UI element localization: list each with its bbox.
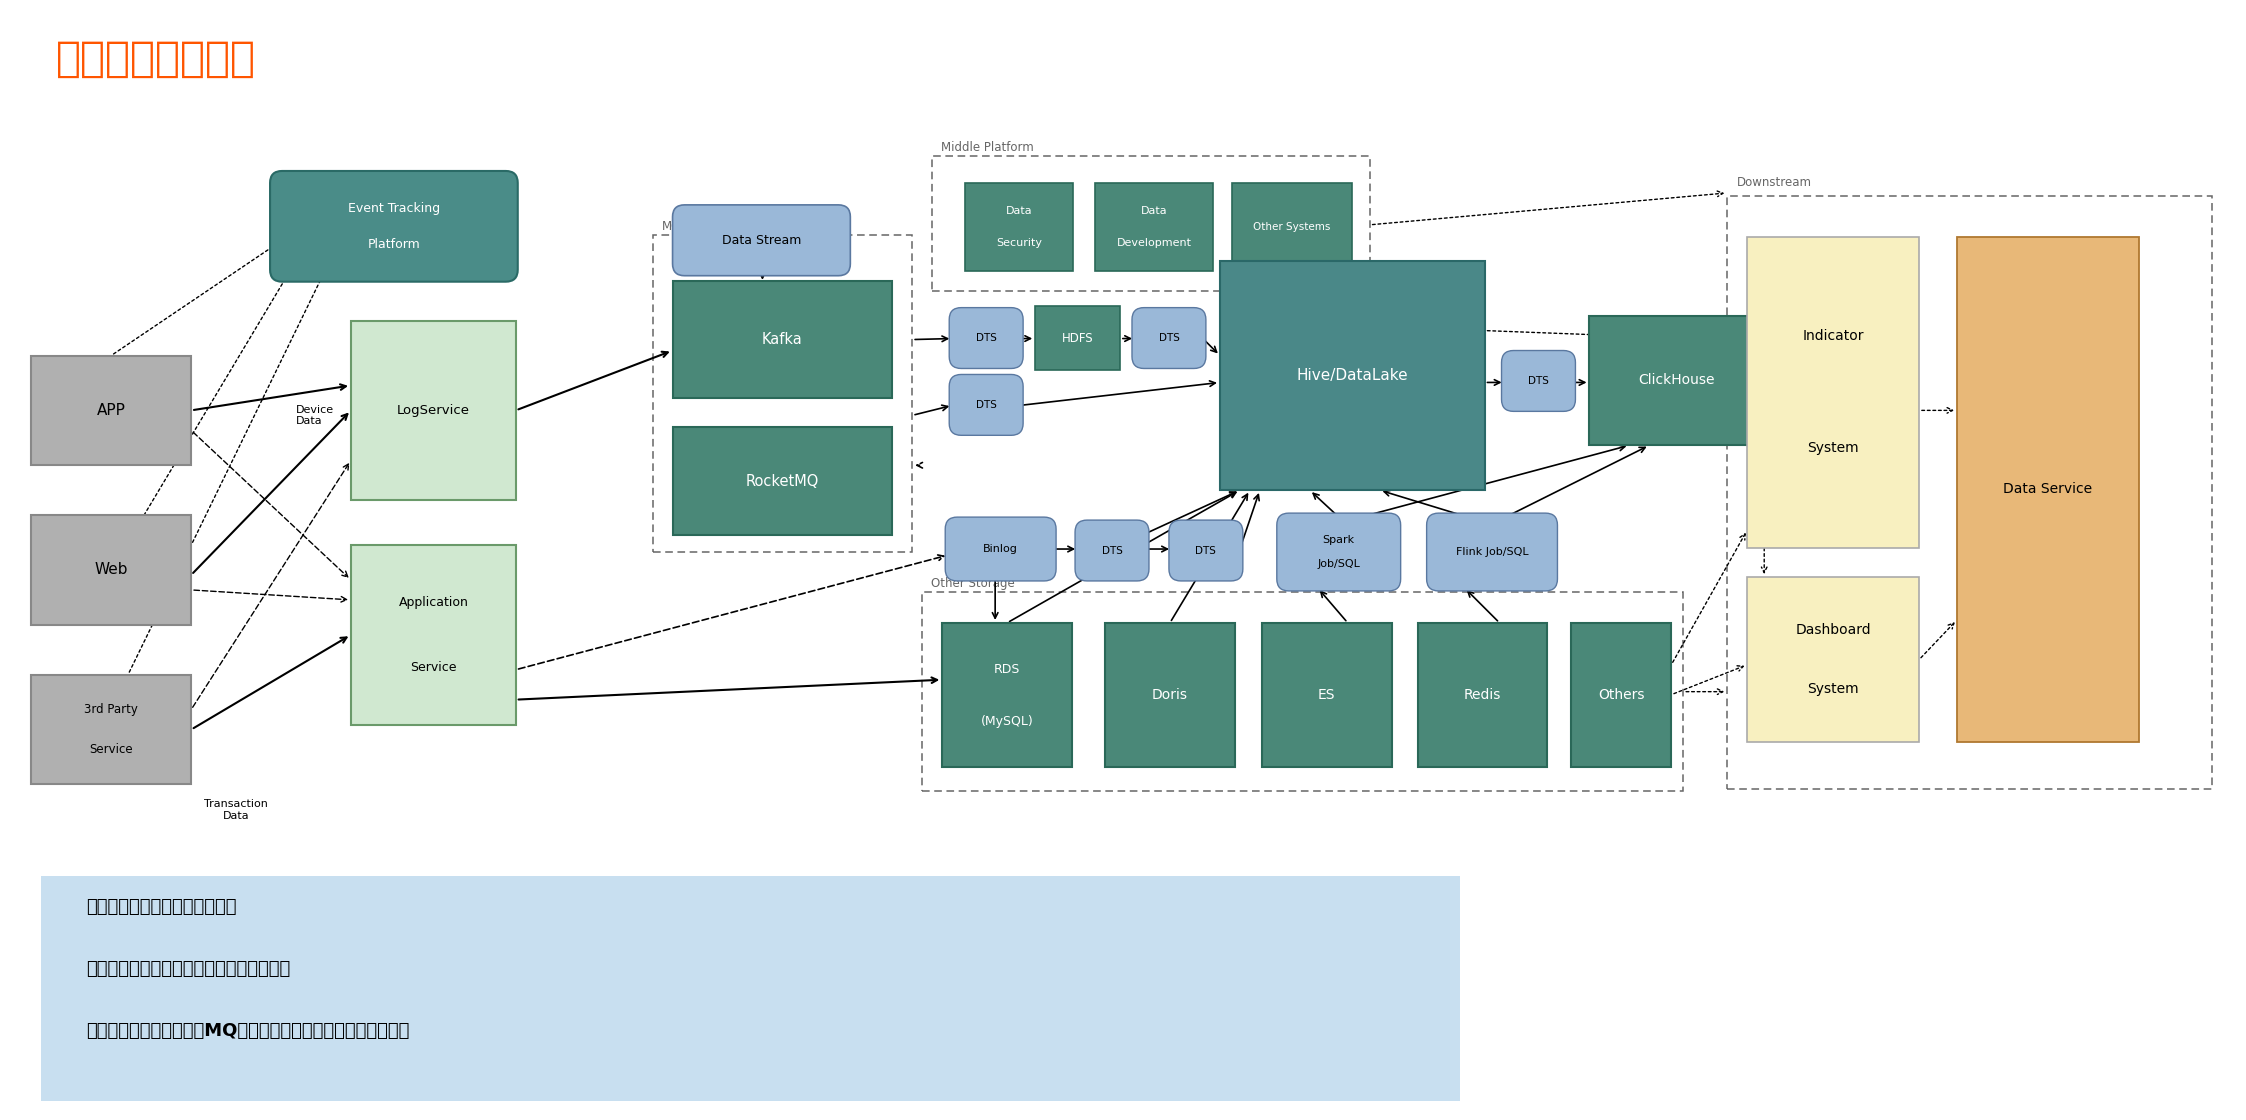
Text: DTS: DTS <box>1101 545 1123 556</box>
Text: Data Stream: Data Stream <box>721 234 802 246</box>
Text: DTS: DTS <box>1195 545 1217 556</box>
Bar <box>1035 306 1121 371</box>
Text: Web: Web <box>94 562 128 578</box>
Text: Event Tracking: Event Tracking <box>348 202 440 215</box>
Bar <box>31 515 191 625</box>
Bar <box>672 428 892 535</box>
Text: Downstream: Downstream <box>1736 176 1813 189</box>
Bar <box>1262 623 1393 767</box>
Bar <box>654 235 912 552</box>
FancyBboxPatch shape <box>1426 513 1556 591</box>
Text: APP: APP <box>97 403 126 418</box>
FancyBboxPatch shape <box>1132 308 1206 368</box>
Text: Data: Data <box>1141 206 1168 216</box>
Bar <box>40 876 1460 1101</box>
Text: Middle Platform: Middle Platform <box>941 141 1033 155</box>
Bar <box>350 545 517 725</box>
Text: HDFS: HDFS <box>1062 332 1094 345</box>
Text: Development: Development <box>1116 237 1190 248</box>
Bar <box>1956 236 2138 741</box>
Text: Data: Data <box>1006 206 1033 216</box>
Text: Binlog: Binlog <box>984 544 1017 554</box>
Text: Transaction
Data: Transaction Data <box>204 800 267 821</box>
Text: Redis: Redis <box>1464 688 1500 702</box>
Bar <box>932 156 1370 291</box>
FancyBboxPatch shape <box>1503 351 1574 411</box>
Bar <box>1417 623 1547 767</box>
Text: Application: Application <box>398 596 469 609</box>
Text: ClickHouse: ClickHouse <box>1640 373 1716 388</box>
Text: LogService: LogService <box>398 404 469 417</box>
FancyBboxPatch shape <box>1276 513 1402 591</box>
Bar <box>1220 261 1485 491</box>
Text: DTS: DTS <box>1159 333 1179 343</box>
Text: Dashboard: Dashboard <box>1795 623 1871 636</box>
Bar <box>1096 183 1213 271</box>
Text: Spark: Spark <box>1323 535 1354 544</box>
Text: 数据去向：指标系统、报表系统和数据服务: 数据去向：指标系统、报表系统和数据服务 <box>85 960 290 978</box>
Bar <box>1747 236 1918 548</box>
FancyBboxPatch shape <box>950 308 1024 368</box>
Bar <box>966 183 1074 271</box>
Text: DTS: DTS <box>975 400 997 410</box>
Text: Device
Data: Device Data <box>296 404 335 426</box>
Text: Kafka: Kafka <box>761 332 802 347</box>
Text: 数据来源：埋点数据、业务数据: 数据来源：埋点数据、业务数据 <box>85 898 236 916</box>
Bar <box>1105 623 1235 767</box>
Text: System: System <box>1808 441 1860 456</box>
Bar <box>1747 577 1918 741</box>
Text: 字节数据链路介绍: 字节数据链路介绍 <box>56 38 256 81</box>
Text: MQ: MQ <box>663 220 681 233</box>
Text: DTS: DTS <box>1527 376 1550 386</box>
Text: Service: Service <box>90 743 133 756</box>
Bar <box>923 592 1682 792</box>
Text: 3rd Party: 3rd Party <box>85 703 139 717</box>
Bar <box>31 674 191 784</box>
Bar <box>1590 316 1763 446</box>
Text: Flink Job/SQL: Flink Job/SQL <box>1455 547 1527 557</box>
Bar <box>1727 196 2212 790</box>
Text: Other Systems: Other Systems <box>1253 222 1330 232</box>
FancyBboxPatch shape <box>672 205 851 276</box>
Bar <box>672 281 892 399</box>
Text: RDS: RDS <box>995 663 1020 675</box>
Bar <box>943 623 1071 767</box>
FancyBboxPatch shape <box>950 374 1024 436</box>
Bar <box>31 355 191 465</box>
Text: Job/SQL: Job/SQL <box>1318 559 1361 569</box>
Text: Service: Service <box>411 661 456 673</box>
Text: Doris: Doris <box>1152 688 1188 702</box>
Text: Security: Security <box>997 237 1042 248</box>
Text: Data Service: Data Service <box>2003 483 2093 496</box>
Bar <box>1572 623 1671 767</box>
Text: RocketMQ: RocketMQ <box>746 474 820 488</box>
Text: 血缘链路：从在线存储和MQ到下游指标、报表系统以及数据服务: 血缘链路：从在线存储和MQ到下游指标、报表系统以及数据服务 <box>85 1021 409 1039</box>
Text: Other Storage: Other Storage <box>932 577 1015 590</box>
Text: (MySQL): (MySQL) <box>982 715 1033 728</box>
FancyBboxPatch shape <box>1076 520 1150 581</box>
Bar <box>350 320 517 501</box>
Text: ES: ES <box>1318 688 1336 702</box>
Text: DTS: DTS <box>975 333 997 343</box>
Text: System: System <box>1808 682 1860 696</box>
FancyBboxPatch shape <box>1168 520 1242 581</box>
FancyBboxPatch shape <box>946 517 1056 581</box>
Text: Others: Others <box>1599 688 1644 702</box>
Text: Indicator: Indicator <box>1801 329 1864 344</box>
Text: Platform: Platform <box>368 237 420 251</box>
Text: Hive/DataLake: Hive/DataLake <box>1296 368 1408 383</box>
FancyBboxPatch shape <box>270 171 519 282</box>
Bar <box>1231 183 1352 271</box>
